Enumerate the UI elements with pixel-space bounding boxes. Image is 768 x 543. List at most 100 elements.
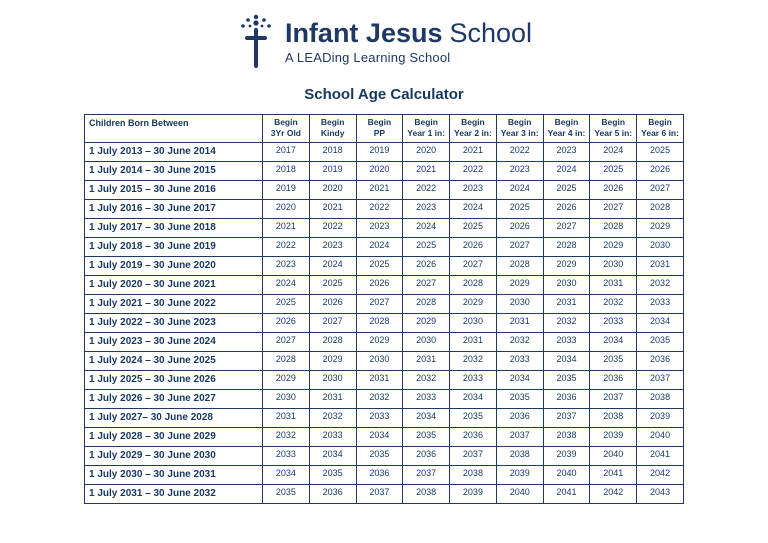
school-name-bold: Infant Jesus	[284, 17, 443, 48]
year-cell: 2025	[636, 141, 684, 162]
year-cell: 2039	[495, 464, 544, 485]
year-cell: 2027	[542, 217, 591, 238]
header-begin-year-2: Begin Year 2 in:	[449, 114, 497, 143]
born-between-cell: 1 July 2017 – 30 June 2018	[84, 217, 263, 238]
year-cell: 2031	[355, 369, 404, 390]
table-row: 1 July 2028 – 30 June 2029 2032 2033 2034 20…	[84, 426, 684, 447]
header-begin-year-3: Begin Year 3 in:	[495, 114, 544, 143]
year-cell: 2036	[542, 388, 591, 409]
year-cell: 2039	[449, 483, 497, 504]
page-title: School Age Calculator	[304, 86, 464, 103]
year-cell: 2033	[402, 388, 451, 409]
year-cell: 2022	[402, 179, 451, 200]
year-cell: 2027	[308, 312, 357, 333]
year-cell: 2033	[449, 369, 497, 390]
table-header: Children Born Between Begin 3Yr Old Begin Ki…	[84, 114, 684, 143]
year-cell: 2029	[495, 274, 544, 295]
year-cell: 2031	[636, 255, 684, 276]
year-cell: 2035	[308, 464, 357, 485]
year-cell: 2033	[636, 293, 684, 314]
year-cell: 2023	[449, 179, 497, 200]
year-cell: 2032	[589, 293, 638, 314]
year-cell: 2024	[449, 198, 497, 219]
born-between-cell: 1 July 2025 – 30 June 2026	[84, 369, 263, 390]
year-cell: 2023	[262, 255, 310, 276]
born-between-cell: 1 July 2029 – 30 June 2030	[84, 445, 263, 466]
year-cell: 2029	[589, 236, 638, 257]
year-cell: 2036	[589, 369, 638, 390]
year-cell: 2027	[449, 255, 497, 276]
born-between-cell: 1 July 2014 – 30 June 2015	[84, 160, 263, 181]
year-cell: 2023	[495, 160, 544, 181]
year-cell: 2021	[449, 141, 497, 162]
year-cell: 2034	[355, 426, 404, 447]
born-between-cell: 1 July 2020 – 30 June 2021	[84, 274, 263, 295]
year-cell: 2036	[402, 445, 451, 466]
table-header-row: Children Born Between Begin 3Yr Old Begin Ki…	[84, 114, 684, 143]
year-cell: 2024	[495, 179, 544, 200]
year-cell: 2021	[262, 217, 310, 238]
table-row: 1 July 2013 – 30 June 2014 2017 2018 2019 20…	[84, 141, 684, 162]
year-cell: 2022	[449, 160, 497, 181]
year-cell: 2035	[402, 426, 451, 447]
year-cell: 2033	[495, 350, 544, 371]
school-name-light: School	[449, 17, 533, 48]
year-cell: 2035	[636, 331, 684, 352]
year-cell: 2027	[262, 331, 310, 352]
year-cell: 2024	[542, 160, 591, 181]
year-cell: 2030	[542, 274, 591, 295]
header-children-born-between: Children Born Between	[84, 114, 263, 143]
year-cell: 2026	[308, 293, 357, 314]
year-cell: 2041	[636, 445, 684, 466]
year-cell: 2037	[355, 483, 404, 504]
year-cell: 2037	[542, 407, 591, 428]
year-cell: 2035	[262, 483, 310, 504]
school-age-calculator-table: Children Born Between Begin 3Yr Old Begin Ki…	[84, 114, 684, 504]
year-cell: 2027	[636, 179, 684, 200]
year-cell: 2030	[262, 388, 310, 409]
year-cell: 2035	[589, 350, 638, 371]
year-cell: 2022	[495, 141, 544, 162]
year-cell: 2036	[308, 483, 357, 504]
year-cell: 2023	[308, 236, 357, 257]
year-cell: 2034	[402, 407, 451, 428]
year-cell: 2035	[495, 388, 544, 409]
born-between-cell: 1 July 2031 – 30 June 2032	[84, 483, 263, 504]
year-cell: 2036	[449, 426, 497, 447]
year-cell: 2031	[402, 350, 451, 371]
year-cell: 2034	[308, 445, 357, 466]
year-cell: 2028	[308, 331, 357, 352]
born-between-cell: 1 July 2028 – 30 June 2029	[84, 426, 263, 447]
year-cell: 2018	[262, 160, 310, 181]
year-cell: 2025	[449, 217, 497, 238]
year-cell: 2029	[262, 369, 310, 390]
year-cell: 2032	[636, 274, 684, 295]
year-cell: 2032	[262, 426, 310, 447]
year-cell: 2029	[402, 312, 451, 333]
year-cell: 2030	[355, 350, 404, 371]
born-between-cell: 1 July 2013 – 30 June 2014	[84, 141, 263, 162]
born-between-cell: 1 July 2024 – 30 June 2025	[84, 350, 263, 371]
born-between-cell: 1 July 2016 – 30 June 2017	[84, 198, 263, 219]
table-row: 1 July 2026 – 30 June 2027 2030 2031 2032 20…	[84, 388, 684, 409]
table-row: 1 July 2029 – 30 June 2030 2033 2034 2035 20…	[84, 445, 684, 466]
year-cell: 2022	[262, 236, 310, 257]
year-cell: 2025	[495, 198, 544, 219]
header-begin-year-4: Begin Year 4 in:	[542, 114, 591, 143]
year-cell: 2038	[495, 445, 544, 466]
year-cell: 2042	[589, 483, 638, 504]
year-cell: 2042	[636, 464, 684, 485]
year-cell: 2030	[308, 369, 357, 390]
year-cell: 2025	[402, 236, 451, 257]
table-row: 1 July 2019 – 30 June 2020 2023 2024 2025 20…	[84, 255, 684, 276]
year-cell: 2025	[262, 293, 310, 314]
year-cell: 2025	[589, 160, 638, 181]
table-row: 1 July 2014 – 30 June 2015 2018 2019 2020 20…	[84, 160, 684, 181]
year-cell: 2031	[308, 388, 357, 409]
year-cell: 2040	[589, 445, 638, 466]
year-cell: 2025	[355, 255, 404, 276]
year-cell: 2031	[495, 312, 544, 333]
year-cell: 2028	[495, 255, 544, 276]
header-begin-year-1: Begin Year 1 in:	[402, 114, 451, 143]
year-cell: 2017	[262, 141, 310, 162]
